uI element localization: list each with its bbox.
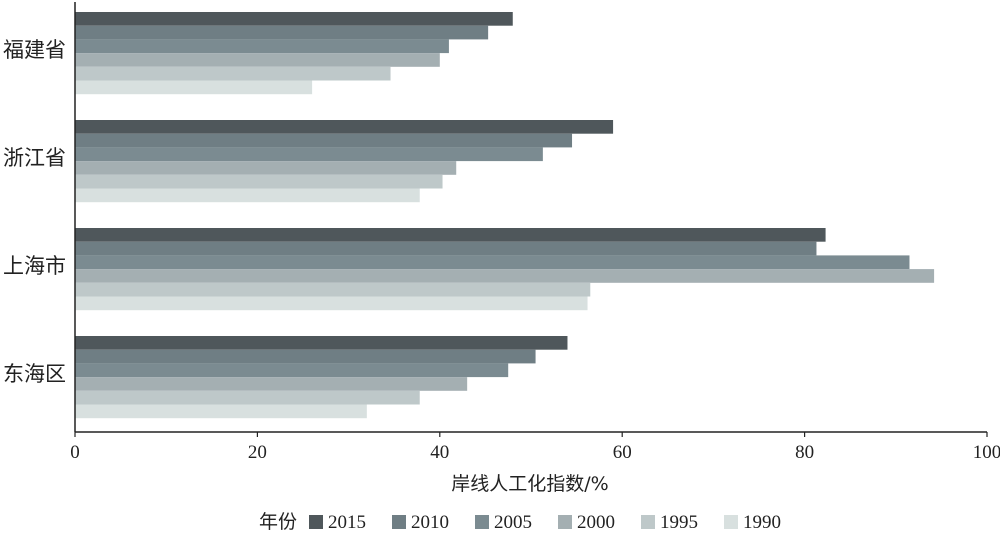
bar-1990-2 [75, 296, 588, 311]
bar-1990-0 [75, 80, 313, 95]
bar-2015-3 [75, 336, 568, 350]
legend-label-2005: 2005 [494, 512, 532, 533]
legend-swatch-2015 [309, 515, 323, 529]
bar-2005-0 [75, 39, 449, 54]
bar-1995-3 [75, 390, 420, 405]
bar-1990-3 [75, 404, 367, 419]
legend-swatch-1990 [724, 515, 738, 529]
bar-2010-0 [75, 25, 489, 40]
bar-2005-1 [75, 147, 543, 162]
x-axis-title: 岸线人工化指数/% [451, 473, 608, 495]
x-tick-label: 20 [248, 442, 267, 463]
category-label: 东海区 [3, 362, 66, 386]
legend: 年份 2015 2010 2005 2000 1995 1990 [259, 511, 781, 533]
bar-2010-3 [75, 349, 536, 364]
bar-2000-3 [75, 377, 468, 391]
category-label: 福建省 [3, 38, 66, 62]
bar-1995-1 [75, 174, 443, 189]
x-tick-label: 0 [70, 442, 80, 463]
bars-group [75, 12, 935, 419]
x-ticks-group: 0 20 40 60 80 100 [70, 432, 1000, 463]
bar-2010-1 [75, 133, 573, 148]
bar-2015-0 [75, 12, 513, 26]
category-label: 浙江省 [3, 146, 66, 170]
bar-2005-3 [75, 363, 509, 378]
legend-swatch-2005 [475, 515, 489, 529]
legend-label-1995: 1995 [660, 512, 698, 533]
category-label: 上海市 [3, 254, 66, 278]
bar-2015-2 [75, 228, 826, 242]
legend-swatch-2010 [392, 515, 406, 529]
legend-label-2010: 2010 [411, 512, 449, 533]
x-tick-label: 60 [613, 442, 632, 463]
x-tick-label: 40 [430, 442, 449, 463]
x-tick-label: 100 [973, 442, 1000, 463]
bar-2005-2 [75, 255, 910, 270]
bar-2015-1 [75, 120, 614, 134]
bar-2010-2 [75, 241, 817, 256]
bar-1995-0 [75, 66, 391, 81]
bar-2000-0 [75, 53, 440, 67]
legend-label-2000: 2000 [577, 512, 615, 533]
legend-label-1990: 1990 [743, 512, 781, 533]
bar-1995-2 [75, 282, 591, 297]
legend-swatch-1995 [641, 515, 655, 529]
x-tick-label: 80 [795, 442, 814, 463]
bar-2000-2 [75, 269, 935, 283]
legend-label-2015: 2015 [328, 512, 366, 533]
bar-2000-1 [75, 161, 457, 175]
bar-1990-1 [75, 188, 420, 203]
legend-title: 年份 [259, 511, 297, 533]
legend-swatch-2000 [558, 515, 572, 529]
